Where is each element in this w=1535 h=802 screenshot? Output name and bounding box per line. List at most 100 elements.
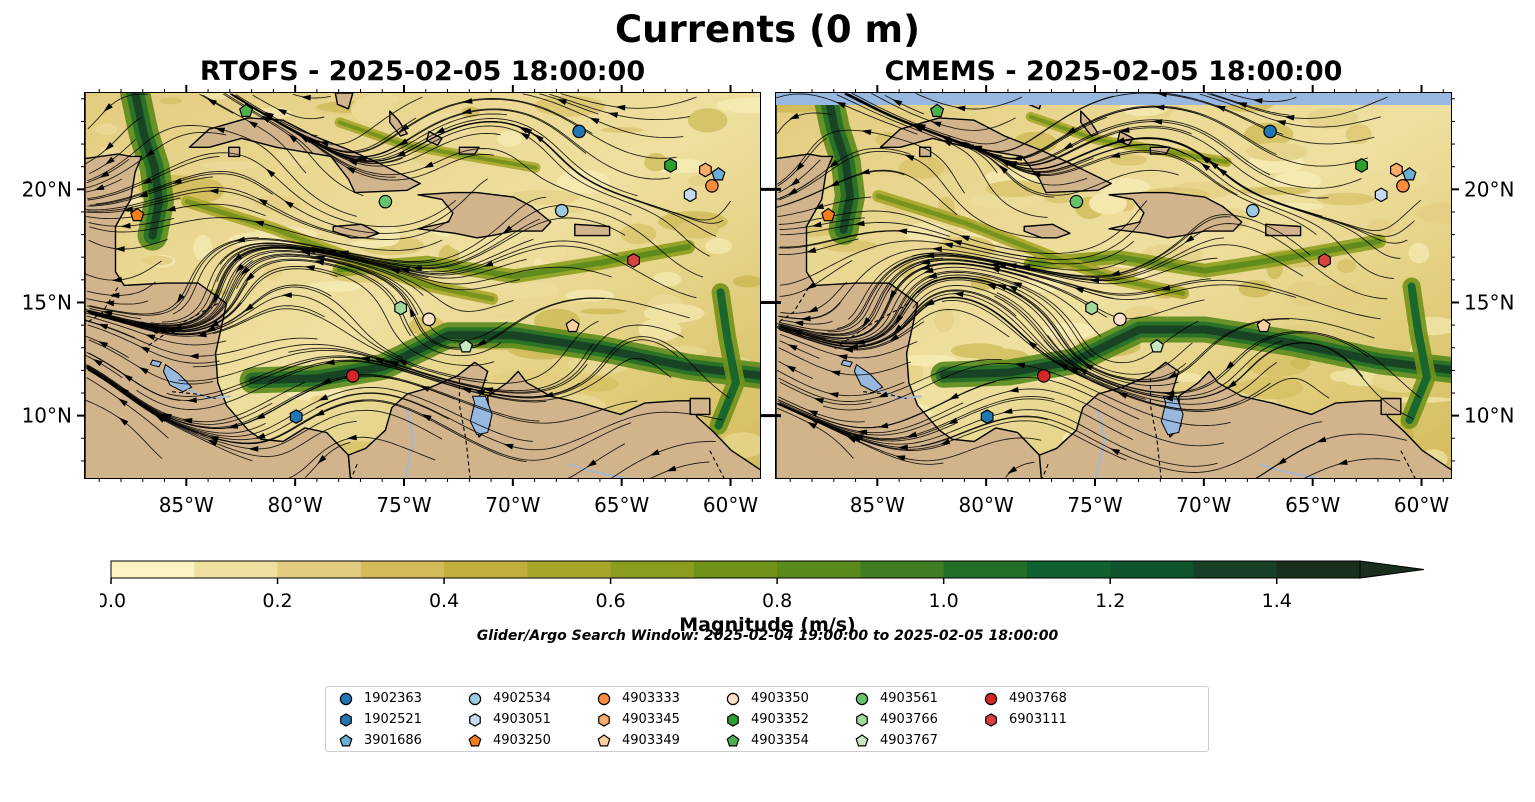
legend-marker-icon xyxy=(597,734,611,747)
legend-label: 4903354 xyxy=(751,733,809,748)
legend-marker-icon xyxy=(468,692,482,706)
land-bahamas1 xyxy=(334,93,354,110)
float-markers xyxy=(130,103,726,425)
x-tick-label: 60°W xyxy=(703,493,758,517)
legend-label: 3901686 xyxy=(364,733,422,748)
legend-marker-4903250 xyxy=(468,734,482,747)
x-tick-label: 60°W xyxy=(1394,493,1449,517)
legend-marker-icon xyxy=(984,692,998,706)
x-tick-label: 80°W xyxy=(268,493,323,517)
float-marker-6903111[interactable] xyxy=(627,253,640,268)
cmems-map[interactable] xyxy=(775,92,1452,479)
float-marker-4903561[interactable] xyxy=(1069,194,1084,209)
float-marker-4903349[interactable] xyxy=(565,318,580,333)
x-tick-label: 80°W xyxy=(959,493,1014,517)
float-marker-1902521[interactable] xyxy=(289,409,303,425)
float-marker-3901686[interactable] xyxy=(1402,167,1417,181)
float-marker-4903766[interactable] xyxy=(1085,300,1099,316)
float-marker-1902363[interactable] xyxy=(1263,124,1277,139)
float-marker-4903350[interactable] xyxy=(1113,312,1127,327)
colorbar-tick-label: 0.4 xyxy=(429,590,459,612)
colorbar-segment xyxy=(610,561,695,578)
x-tick-label: 65°W xyxy=(594,493,649,517)
float-marker-4903352[interactable] xyxy=(664,158,677,173)
land-isleYouth xyxy=(228,146,241,158)
rtofs-panel-title: RTOFS - 2025-02-05 18:00:00 xyxy=(199,56,646,87)
legend-label: 1902363 xyxy=(364,691,422,706)
legend-label: 4903350 xyxy=(751,691,809,706)
legend-marker-4903333 xyxy=(597,692,611,706)
search-window-text: Glider/Argo Search Window: 2025-02-04 19… xyxy=(476,628,1059,644)
colorbar-label: Magnitude (m/s) xyxy=(679,614,856,636)
no-data-strip xyxy=(776,93,1451,105)
legend-marker-icon xyxy=(469,713,481,727)
float-marker-4903766[interactable] xyxy=(394,300,408,316)
x-tick-label: 85°W xyxy=(159,493,214,517)
y-tick-label-right: 10°N xyxy=(1464,404,1514,428)
float-marker-4903354[interactable] xyxy=(930,103,945,118)
legend-label: 4903768 xyxy=(1009,691,1067,706)
float-marker-4903333[interactable] xyxy=(705,178,719,193)
land-puertoRico xyxy=(574,223,611,237)
rtofs-map[interactable] xyxy=(84,92,761,479)
float-marker-4903250[interactable] xyxy=(130,207,145,222)
land-jamaica xyxy=(1023,223,1071,239)
float-marker-4903350[interactable] xyxy=(422,312,436,327)
legend-marker-4903349 xyxy=(597,734,611,747)
float-marker-4903354[interactable] xyxy=(239,103,254,118)
float-marker-4903345[interactable] xyxy=(698,162,712,178)
colorbar-tick-label: 0.2 xyxy=(262,590,292,612)
float-marker-4903767[interactable] xyxy=(1149,339,1165,353)
lake-nicaragua xyxy=(162,363,193,393)
river xyxy=(404,409,415,478)
colorbar-segment xyxy=(693,561,778,578)
legend-marker-icon xyxy=(339,734,353,747)
legend-label: 4903561 xyxy=(880,691,938,706)
colorbar-segment xyxy=(777,561,861,578)
land xyxy=(85,93,760,478)
legend-label: 4903766 xyxy=(880,712,938,727)
legend-marker-4903354 xyxy=(726,734,740,747)
float-marker-4903051[interactable] xyxy=(683,187,697,203)
float-marker-1902521[interactable] xyxy=(980,409,994,425)
float-marker-4903352[interactable] xyxy=(1355,158,1368,173)
float-marker-4903767[interactable] xyxy=(458,339,474,353)
border xyxy=(143,303,219,350)
float-marker-4903333[interactable] xyxy=(1396,178,1410,193)
colorbar-segment xyxy=(527,561,612,578)
float-marker-4902534[interactable] xyxy=(1245,203,1260,218)
colorbar-tick-label: 0.8 xyxy=(762,590,792,612)
legend-marker-icon xyxy=(340,713,352,727)
legend-label: 4903349 xyxy=(622,733,680,748)
legend-label: 6903111 xyxy=(1009,712,1067,727)
float-marker-4903345[interactable] xyxy=(1389,162,1403,178)
float-marker-4902534[interactable] xyxy=(554,203,569,218)
border xyxy=(1041,463,1049,478)
float-marker-1902363[interactable] xyxy=(572,124,586,139)
float-marker-4903768[interactable] xyxy=(345,369,360,383)
legend-label: 4903345 xyxy=(622,712,680,727)
float-marker-4903561[interactable] xyxy=(378,194,393,209)
land xyxy=(776,93,1451,478)
legend-marker-4903767 xyxy=(855,734,869,747)
legend-marker-icon xyxy=(468,734,482,747)
float-marker-4903768[interactable] xyxy=(1036,369,1051,383)
colorbar-segment xyxy=(860,561,945,578)
colorbar-tick-label: 0.6 xyxy=(595,590,625,612)
float-markers xyxy=(821,103,1417,425)
colorbar-tick-label: 1.0 xyxy=(929,590,959,612)
float-marker-4903349[interactable] xyxy=(1256,318,1271,333)
legend-marker-icon xyxy=(339,692,353,706)
float-marker-4903051[interactable] xyxy=(1374,187,1388,203)
river xyxy=(186,388,231,400)
float-marker-4903250[interactable] xyxy=(821,207,836,222)
figure-title: Currents (0 m) xyxy=(614,8,920,51)
streamlines xyxy=(776,93,1422,478)
colorbar-segment xyxy=(360,561,445,578)
legend-marker-4903345 xyxy=(598,713,610,727)
legend-marker-4903766 xyxy=(856,713,868,727)
float-marker-3901686[interactable] xyxy=(711,167,726,181)
legend-label: 4902534 xyxy=(493,691,551,706)
float-marker-6903111[interactable] xyxy=(1318,253,1331,268)
legend-marker-icon xyxy=(856,713,868,727)
